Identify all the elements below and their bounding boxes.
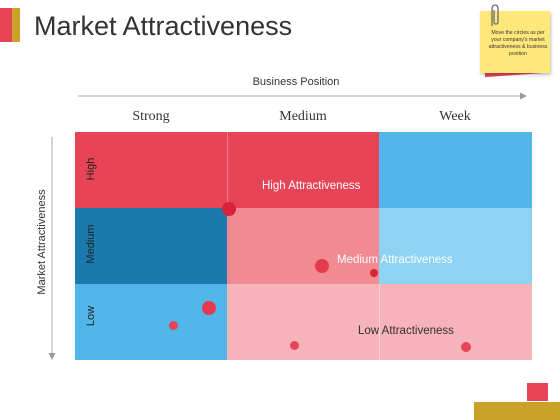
- sticky-note-text: Move the circles as per your company's m…: [488, 30, 548, 57]
- title-accent-gold: [12, 8, 20, 42]
- row-label-high: High: [85, 157, 97, 181]
- x-axis-label: Business Position: [252, 76, 340, 88]
- cell-medium-strong: [75, 208, 227, 284]
- row-label-low: Low: [85, 305, 97, 327]
- y-axis-label: Market Attractiveness: [36, 189, 48, 295]
- cell-low-strong: [75, 284, 227, 360]
- cell-high-medium: [227, 132, 379, 208]
- paperclip-icon: [491, 4, 499, 26]
- cell-low-medium: [227, 284, 379, 360]
- position-circle[interactable]: [461, 342, 471, 352]
- cell-medium-medium: [227, 208, 379, 284]
- title-accent-red: [0, 8, 12, 42]
- position-circle[interactable]: [169, 321, 178, 330]
- corner-accent-gold: [474, 402, 560, 420]
- cell-high-week: [379, 132, 532, 208]
- position-circle[interactable]: [370, 269, 378, 277]
- position-circle[interactable]: [290, 341, 299, 350]
- column-header-week: Week: [439, 109, 471, 124]
- zone-label-low: Low Attractiveness: [358, 325, 454, 337]
- position-circle[interactable]: [202, 301, 216, 315]
- cell-low-week: [379, 284, 532, 360]
- cell-medium-week: [379, 208, 532, 284]
- zone-label-medium: Medium Attractiveness: [337, 254, 453, 266]
- position-circle[interactable]: [222, 202, 236, 216]
- row-label-medium: Medium: [85, 224, 97, 264]
- column-header-medium: Medium: [279, 109, 327, 124]
- corner-accent-red: [527, 383, 548, 401]
- column-header-strong: Strong: [132, 109, 170, 124]
- page-title: Market Attractiveness: [34, 11, 293, 41]
- position-circle[interactable]: [315, 259, 329, 273]
- zone-label-high: High Attractiveness: [262, 180, 361, 192]
- cell-high-strong: [75, 132, 227, 208]
